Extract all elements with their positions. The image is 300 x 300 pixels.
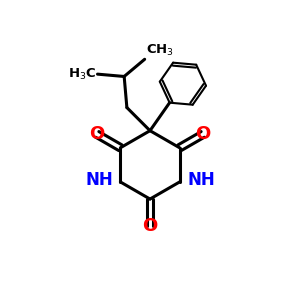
Text: O: O (142, 217, 158, 235)
Text: NH: NH (187, 172, 215, 190)
Text: O: O (195, 125, 210, 143)
Text: O: O (90, 125, 105, 143)
Text: NH: NH (85, 172, 113, 190)
Text: H$_3$C: H$_3$C (68, 67, 96, 82)
Text: CH$_3$: CH$_3$ (146, 43, 174, 58)
